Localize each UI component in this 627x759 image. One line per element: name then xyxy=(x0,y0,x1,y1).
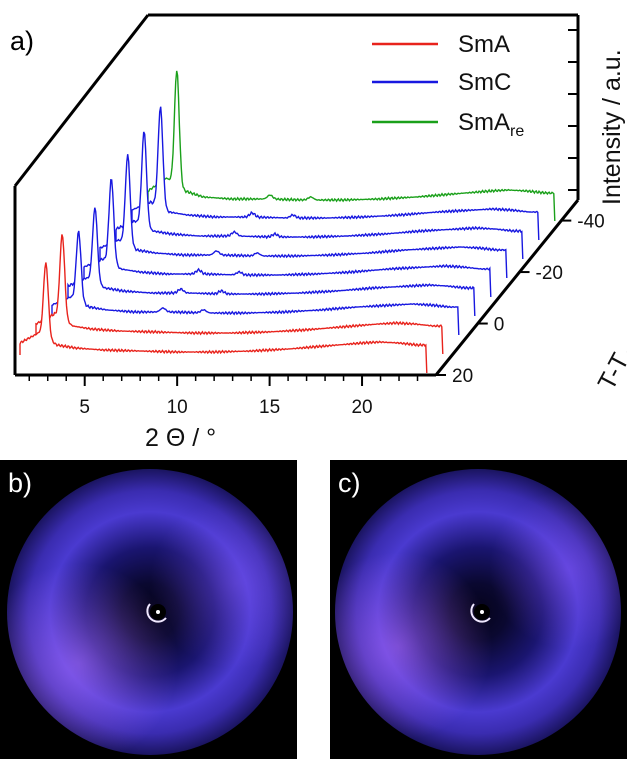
diffraction-image-b: b) xyxy=(0,460,297,759)
trace-sma-1 xyxy=(35,234,444,355)
legend: SmA SmC SmAre xyxy=(372,31,524,140)
diffraction-image-c: c) xyxy=(330,460,627,759)
z-tick-label: -40 xyxy=(577,212,604,233)
beam-center-arc xyxy=(470,603,491,623)
waterfall-chart: 5 10 15 20 -40 -20 0 20 a) 2 Θ / ° Intensity /… xyxy=(10,13,627,452)
legend-label-sma: SmA xyxy=(458,31,510,58)
beam-center-arc xyxy=(146,603,167,623)
trace-smc-6 xyxy=(115,131,524,260)
trace-smc-3 xyxy=(67,207,476,317)
trace-group xyxy=(19,70,556,374)
trace-sma-0 xyxy=(19,262,428,374)
z-axis-line xyxy=(434,199,580,376)
panel-label-a: a) xyxy=(10,26,34,56)
x-ticks: 5 10 15 20 xyxy=(28,375,419,418)
x-tick-label: 20 xyxy=(351,397,372,418)
box-left-diagonal xyxy=(13,14,150,187)
legend-label-smc: SmC xyxy=(458,69,511,96)
trace-smc-4 xyxy=(83,178,492,298)
trace-smc-5 xyxy=(99,154,508,279)
x-tick-label: 15 xyxy=(259,397,280,418)
z-tick-label: 20 xyxy=(452,366,473,387)
y-ticks xyxy=(568,29,578,191)
trace-smc-7 xyxy=(131,106,540,241)
y-axis-title: Intensity / a.u. xyxy=(598,49,626,205)
trace-sma_re-8 xyxy=(147,70,556,222)
x-tick-label: 10 xyxy=(167,397,188,418)
panel-label-b: b) xyxy=(8,468,33,498)
x-tick-label: 5 xyxy=(79,397,90,418)
legend-label-smare: SmAre xyxy=(458,109,524,140)
z-tick-label: 0 xyxy=(494,315,505,336)
z-ticks: -40 -20 0 20 xyxy=(436,212,605,387)
z-axis-title: T-TAC / K xyxy=(593,294,627,396)
x-axis-title: 2 Θ / ° xyxy=(145,424,216,452)
trace-smc-2 xyxy=(51,230,460,336)
panel-label-c: c) xyxy=(338,468,361,498)
z-tick-label: -20 xyxy=(536,263,563,284)
